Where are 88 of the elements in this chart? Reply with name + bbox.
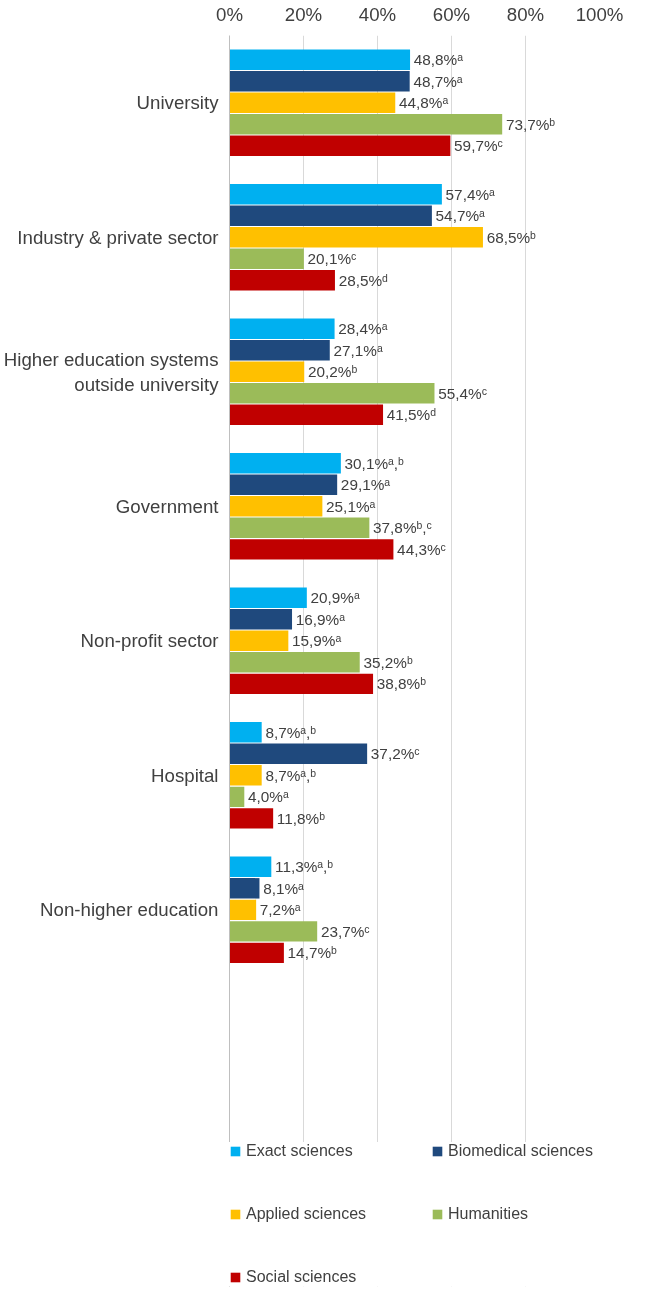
data-label: 35,2%ᵇ: [363, 653, 413, 671]
data-label: 20,2%ᵇ: [307, 363, 358, 381]
data-label: 68,5%ᵇ: [486, 228, 537, 246]
data-label: 23,7%ᶜ: [320, 922, 370, 940]
data-label: 38,8%ᵇ: [376, 675, 427, 693]
data-label: 59,7%ᶜ: [454, 137, 503, 155]
x-tick-label: 20%: [284, 3, 323, 25]
legend-label: Social sciences: [246, 1268, 358, 1286]
legend-label: Humanities: [448, 1205, 530, 1223]
data-label: 37,2%ᶜ: [370, 745, 420, 763]
bar: [229, 539, 394, 560]
data-label: 30,1%ᵃ,ᵇ: [344, 454, 404, 472]
bar: [229, 404, 384, 426]
x-tick-label: 60%: [432, 3, 471, 25]
data-label: 11,8%ᵇ: [276, 809, 326, 827]
bar: [229, 786, 245, 808]
y-tick-label: Industry & private sector: [17, 226, 219, 248]
bar: [229, 856, 272, 878]
bar: [229, 453, 341, 474]
data-label: 54,7%ᵃ: [435, 207, 486, 225]
bar: [229, 899, 257, 921]
bar: [229, 878, 260, 899]
data-label: 14,7%ᵇ: [287, 944, 338, 962]
bar: [229, 49, 411, 70]
bar: [229, 652, 360, 673]
bar: [229, 587, 307, 608]
bar: [229, 921, 318, 942]
bar: [229, 361, 305, 383]
bar: [229, 808, 274, 829]
bar: [229, 517, 370, 539]
bar: [229, 248, 304, 270]
data-label: 20,9%ᵃ: [310, 589, 360, 607]
bar: [229, 318, 335, 339]
legend-label: Biomedical sciences: [448, 1142, 593, 1160]
data-label: 28,5%ᵈ: [338, 271, 389, 289]
y-tick-label: Hospital: [151, 764, 219, 786]
data-label: 73,7%ᵇ: [505, 115, 556, 133]
bar: [229, 340, 330, 361]
data-label: 48,8%ᵃ: [413, 51, 464, 69]
data-label: 15,9%ᵃ: [292, 632, 342, 650]
y-tick-label: Non-higher education: [40, 899, 219, 921]
bar: [229, 383, 435, 404]
x-tick-label: 80%: [506, 3, 545, 25]
bar: [229, 227, 483, 248]
data-label: 55,4%ᶜ: [438, 384, 488, 402]
bar: [229, 496, 323, 517]
bar: [229, 722, 262, 743]
y-tick-label: Government: [115, 495, 220, 517]
data-label: 29,1%ᵃ: [340, 476, 391, 494]
bar: [229, 184, 442, 205]
bar: [229, 765, 262, 786]
data-label: 57,4%ᵃ: [445, 185, 496, 203]
bar: [229, 673, 374, 695]
bar: [229, 135, 451, 157]
x-tick-label: 100%: [575, 3, 624, 25]
bar: [229, 270, 335, 291]
data-label: 7,2%ᵃ: [259, 901, 301, 919]
bar: [229, 114, 503, 135]
y-tick-label: Higher education systems outside university: [3, 348, 220, 395]
y-tick-label: Non-profit sector: [80, 630, 219, 652]
data-label: 4,0%ᵃ: [248, 788, 289, 806]
data-label: 8,7%ᵃ,ᵇ: [265, 766, 317, 784]
data-label: 20,1%ᶜ: [307, 250, 357, 268]
bar: [229, 743, 368, 765]
bar: [229, 92, 396, 113]
data-label: 28,4%ᵃ: [338, 320, 388, 338]
data-label: 16,9%ᵃ: [295, 610, 346, 628]
bar: [229, 942, 284, 964]
data-label: 27,1%ᵃ: [333, 341, 383, 359]
data-label: 11,3%ᵃ,ᵇ: [275, 858, 334, 876]
data-label: 44,3%ᶜ: [397, 540, 446, 558]
bar: [229, 474, 338, 496]
bar: [229, 630, 289, 652]
data-label: 41,5%ᵈ: [386, 406, 437, 424]
data-label: 8,1%ᵃ: [263, 879, 305, 897]
y-tick-label: University: [136, 92, 220, 114]
bar: [229, 609, 293, 630]
data-label: 8,7%ᵃ,ᵇ: [265, 723, 317, 741]
bar: [229, 71, 410, 92]
data-label: 25,1%ᵃ: [326, 497, 376, 515]
data-label: 37,8%ᵇ,ᶜ: [373, 519, 432, 537]
x-tick-label: 40%: [358, 3, 397, 25]
legend-label: Exact sciences: [246, 1142, 354, 1160]
data-label: 48,7%ᵃ: [413, 72, 463, 90]
bar: [229, 205, 432, 226]
x-tick-label: 0%: [216, 3, 243, 25]
data-label: 44,8%ᵃ: [398, 94, 449, 112]
legend-label: Applied sciences: [246, 1205, 368, 1223]
